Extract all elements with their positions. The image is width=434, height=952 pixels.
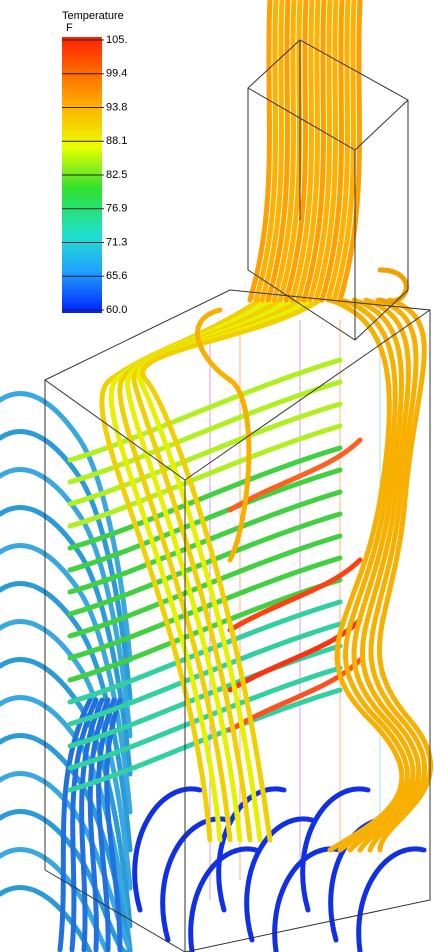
legend-title: Temperature — [62, 10, 124, 22]
streamline — [135, 789, 200, 910]
chimney-edge — [355, 100, 408, 150]
visualization: Temperature F 105. 99.4 93.8 88.1 82.5 76.9 71… — [0, 0, 434, 952]
tick-label: 88.1 — [106, 135, 127, 147]
tick-label: 105. — [106, 34, 127, 46]
legend: Temperature F 105. 99.4 93.8 88.1 82.5 76.9 71… — [62, 10, 127, 316]
tick-label: 82.5 — [106, 169, 127, 181]
streamline — [380, 270, 406, 302]
tick-label: 76.9 — [106, 203, 127, 215]
tick-label: 93.8 — [106, 101, 127, 113]
tick-label: 71.3 — [106, 236, 127, 248]
page: Temperature F 105. 99.4 93.8 88.1 82.5 76.9 71… — [0, 0, 434, 952]
legend-unit: F — [66, 22, 73, 34]
tick-label: 60.0 — [106, 304, 127, 316]
tick-label: 99.4 — [106, 68, 127, 80]
streamline — [359, 849, 424, 952]
tick-label: 65.6 — [106, 270, 127, 282]
streamline — [70, 536, 340, 636]
